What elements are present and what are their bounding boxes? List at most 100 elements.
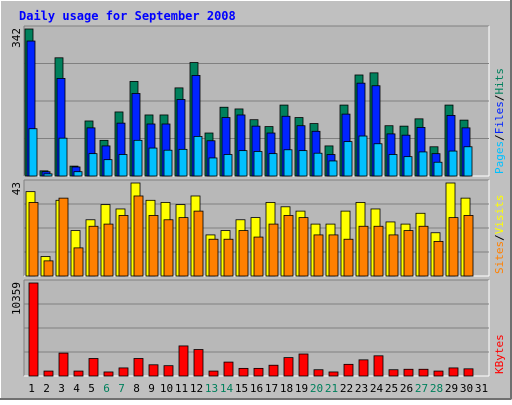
bar-pages-day-19 [298, 150, 308, 177]
day-label: 25 [385, 382, 398, 395]
bar-sites-day-11 [178, 217, 189, 277]
bar-kbytes-day-21 [328, 371, 339, 377]
day-label: 12 [190, 382, 203, 395]
bar-sites-day-9 [148, 215, 159, 277]
legend-hits: Hits [493, 68, 506, 95]
day-label: 4 [73, 382, 80, 395]
day-label: 22 [340, 382, 353, 395]
bar-sites-day-7 [118, 215, 129, 277]
day-label: 28 [430, 382, 443, 395]
day-label: 21 [325, 382, 338, 395]
chart-title: Daily usage for September 2008 [19, 9, 236, 23]
bar-pages-day-2 [43, 173, 53, 177]
bar-pages-day-12 [193, 136, 203, 177]
bar-kbytes-day-15 [238, 367, 249, 377]
day-label: 27 [415, 382, 428, 395]
bar-pages-day-30 [463, 146, 473, 177]
bar-kbytes-day-11 [178, 345, 189, 377]
bar-sites-day-1 [28, 202, 39, 277]
day-label: 17 [265, 382, 278, 395]
bar-kbytes-day-2 [43, 370, 54, 377]
bar-sites-day-25 [388, 234, 399, 277]
day-label: 19 [295, 382, 308, 395]
day-label: 6 [103, 382, 110, 395]
day-label: 7 [118, 382, 125, 395]
bar-sites-day-12 [193, 210, 204, 277]
day-axis: 1 2 3 4 5 6 7 8 9 10 11 12 13 14 15 16 17 18 19 20 21 22 23 24 2… [28, 382, 488, 395]
bar-sites-day-23 [358, 225, 369, 277]
bar-pages-day-24 [373, 143, 383, 177]
bar-sites-day-19 [298, 217, 309, 277]
bar-kbytes-day-4 [73, 370, 84, 377]
bar-pages-day-11 [178, 148, 188, 177]
bar-sites-day-16 [253, 236, 264, 277]
bar-pages-day-3 [58, 137, 68, 177]
day-label: 11 [175, 382, 188, 395]
side-legend: KBytes [493, 334, 506, 374]
bar-sites-day-27 [418, 225, 429, 277]
side-legend: Sites/Visits [493, 195, 506, 275]
bar-kbytes-day-17 [268, 364, 279, 377]
bar-sites-day-2 [43, 260, 54, 277]
day-label: 3 [58, 382, 65, 395]
bar-kbytes-day-12 [193, 349, 204, 377]
day-label: 9 [148, 382, 155, 395]
bar-kbytes-day-30 [463, 368, 474, 377]
bar-kbytes-day-18 [283, 357, 294, 377]
y-max-label: 43 [10, 182, 23, 195]
bar-pages-day-17 [268, 153, 278, 177]
bar-kbytes-day-27 [418, 368, 429, 377]
bar-sites-day-5 [88, 225, 99, 277]
bar-kbytes-day-5 [88, 358, 99, 377]
day-label: 10 [160, 382, 173, 395]
series-kbytes [28, 282, 474, 377]
bar-pages-day-18 [283, 149, 293, 177]
series-pages [28, 128, 473, 177]
day-label: 31 [475, 382, 488, 395]
bar-kbytes-day-28 [433, 370, 444, 377]
day-label: 18 [280, 382, 293, 395]
bar-kbytes-day-13 [208, 370, 219, 377]
bar-kbytes-day-9 [148, 364, 159, 377]
bar-kbytes-day-8 [133, 358, 144, 377]
bar-sites-day-3 [58, 197, 69, 277]
bar-kbytes-day-6 [103, 371, 114, 377]
bar-kbytes-day-19 [298, 353, 309, 377]
bar-kbytes-day-24 [373, 355, 384, 377]
bar-kbytes-day-7 [118, 367, 129, 377]
series-sites [28, 195, 474, 277]
bar-pages-day-27 [418, 151, 428, 177]
bar-pages-day-21 [328, 160, 338, 177]
y-max-label: 342 [10, 28, 23, 48]
bar-pages-day-8 [133, 139, 143, 177]
bar-kbytes-day-14 [223, 361, 234, 377]
bar-kbytes-day-26 [403, 368, 414, 377]
bar-sites-day-22 [343, 238, 354, 277]
bar-pages-day-29 [448, 150, 458, 177]
side-legend: Pages/Files/Hits [493, 68, 506, 174]
legend-files: Files [493, 101, 506, 134]
bar-sites-day-17 [268, 223, 279, 277]
bar-pages-day-25 [388, 154, 398, 177]
bar-sites-day-10 [163, 219, 174, 277]
bar-pages-day-4 [73, 171, 83, 177]
bar-pages-day-5 [88, 153, 98, 177]
bar-sites-day-18 [283, 215, 294, 277]
bar-pages-day-7 [118, 154, 128, 177]
day-label: 20 [310, 382, 323, 395]
day-label: 23 [355, 382, 368, 395]
bar-sites-day-4 [73, 247, 84, 277]
bar-sites-day-8 [133, 195, 144, 277]
bar-sites-day-26 [403, 230, 414, 277]
bar-sites-day-28 [433, 240, 444, 277]
bar-sites-day-15 [238, 230, 249, 277]
legend-kbytes: KBytes [493, 334, 506, 374]
day-label: 8 [133, 382, 140, 395]
bar-kbytes-day-3 [58, 352, 69, 377]
day-label: 24 [370, 382, 384, 395]
chart-panels: 342 Pages/Files/Hits 43 Sites/Visits 10359 KB… [10, 25, 506, 377]
bar-sites-day-13 [208, 238, 219, 277]
bar-pages-day-1 [28, 128, 38, 177]
y-max-label: 10359 [10, 282, 23, 315]
